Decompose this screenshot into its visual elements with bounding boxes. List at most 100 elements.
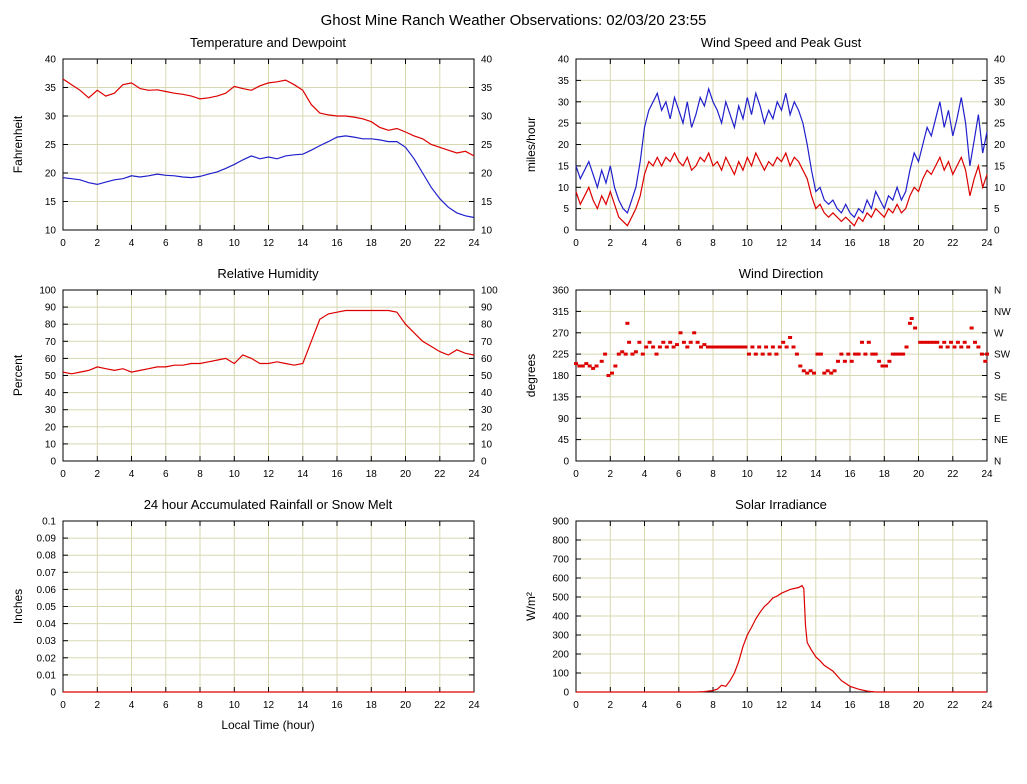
svg-text:0: 0 <box>563 457 569 468</box>
svg-text:22: 22 <box>434 700 446 711</box>
svg-text:0.01: 0.01 <box>36 670 56 681</box>
solar-irradiance-chart: 0 2 4 6 8 10 12 14 16 18 20 22 24 0 100 200 300 400 500 600… <box>518 513 1023 718</box>
svg-text:40: 40 <box>994 55 1006 66</box>
svg-text:2: 2 <box>94 469 100 480</box>
svg-text:900: 900 <box>552 517 569 528</box>
svg-text:W: W <box>994 328 1004 339</box>
svg-text:25: 25 <box>481 140 493 151</box>
chart-svg: 0 2 4 6 8 10 12 14 16 18 20 22 241015202530354010152… <box>11 55 493 250</box>
svg-text:10: 10 <box>228 238 240 249</box>
svg-text:10: 10 <box>228 700 240 711</box>
svg-text:45: 45 <box>557 435 569 446</box>
svg-text:20: 20 <box>912 238 924 249</box>
svg-text:22: 22 <box>434 238 446 249</box>
svg-text:20: 20 <box>994 140 1006 151</box>
panel-humidity: Relative Humidity 0 2 4 6 8 10 12 14 16 18 20 22 24 0… <box>5 266 510 487</box>
svg-text:25: 25 <box>44 140 56 151</box>
svg-text:14: 14 <box>810 469 822 480</box>
svg-text:70: 70 <box>44 337 56 348</box>
svg-text:700: 700 <box>552 555 569 566</box>
svg-text:8: 8 <box>710 700 716 711</box>
svg-text:15: 15 <box>44 197 56 208</box>
svg-text:2: 2 <box>94 238 100 249</box>
rainfall-chart: 0 2 4 6 8 10 12 14 16 18 20 22 24 0 0.01 0.02 0.03 0.04 0.… <box>5 513 510 718</box>
svg-text:Percent: Percent <box>11 354 25 396</box>
svg-text:270: 270 <box>552 328 569 339</box>
svg-text:30: 30 <box>481 405 493 416</box>
charts-grid: Temperature and Dewpoint 0 2 4 6 8 10 12 14 16 18… <box>0 35 1027 732</box>
svg-text:0.03: 0.03 <box>36 636 56 647</box>
svg-text:30: 30 <box>44 112 56 123</box>
svg-text:50: 50 <box>44 371 56 382</box>
svg-text:90: 90 <box>481 303 493 314</box>
svg-text:Fahrenheit: Fahrenheit <box>11 115 25 173</box>
svg-text:E: E <box>994 414 1001 425</box>
svg-text:0: 0 <box>60 700 66 711</box>
chart-svg: 0 2 4 6 8 10 12 14 16 18 20 22 240100200300400500600… <box>524 517 993 712</box>
svg-text:2: 2 <box>607 469 613 480</box>
svg-text:20: 20 <box>481 169 493 180</box>
svg-text:degrees: degrees <box>524 354 538 397</box>
svg-text:225: 225 <box>552 350 569 361</box>
page-title: Ghost Mine Ranch Weather Observations: 0… <box>320 12 707 29</box>
svg-text:0: 0 <box>563 226 569 237</box>
svg-text:12: 12 <box>262 469 274 480</box>
svg-text:16: 16 <box>844 469 856 480</box>
svg-text:0: 0 <box>994 226 1000 237</box>
svg-text:25: 25 <box>557 119 569 130</box>
svg-text:4: 4 <box>128 700 134 711</box>
svg-text:0.02: 0.02 <box>36 653 56 664</box>
panel-wind-speed: Wind Speed and Peak Gust 0 2 4 6 8 10 12 14 16 18… <box>518 35 1023 256</box>
svg-text:4: 4 <box>128 469 134 480</box>
chart-title-wind-speed: Wind Speed and Peak Gust <box>700 35 862 50</box>
svg-text:0: 0 <box>481 457 487 468</box>
svg-text:20: 20 <box>44 422 56 433</box>
svg-text:0: 0 <box>573 700 579 711</box>
svg-text:10: 10 <box>557 183 569 194</box>
svg-text:10: 10 <box>44 226 56 237</box>
svg-text:16: 16 <box>844 238 856 249</box>
svg-text:0: 0 <box>50 688 56 699</box>
svg-text:100: 100 <box>552 669 569 680</box>
panel-solar: Solar Irradiance 0 2 4 6 8 10 12 14 16 18 20 22 24 0 1… <box>518 497 1023 732</box>
svg-text:20: 20 <box>44 169 56 180</box>
svg-text:10: 10 <box>741 469 753 480</box>
svg-text:2: 2 <box>607 238 613 249</box>
svg-text:10: 10 <box>228 469 240 480</box>
chart-svg: 0 2 4 6 8 10 12 14 16 18 20 22 240102030405060708090… <box>11 286 498 481</box>
chart-title-rainfall: 24 hour Accumulated Rainfall or Snow Mel… <box>143 497 393 512</box>
svg-text:22: 22 <box>947 238 959 249</box>
svg-text:90: 90 <box>44 303 56 314</box>
svg-text:8: 8 <box>710 238 716 249</box>
svg-text:5: 5 <box>563 204 569 215</box>
wind-direction-chart: 0 2 4 6 8 10 12 14 16 18 20 22 24 0 45 90 135 180 225 270 31… <box>518 282 1023 487</box>
svg-text:12: 12 <box>262 700 274 711</box>
svg-text:100: 100 <box>481 286 498 297</box>
svg-text:SE: SE <box>994 392 1008 403</box>
svg-text:60: 60 <box>481 354 493 365</box>
svg-text:180: 180 <box>552 371 569 382</box>
svg-text:4: 4 <box>128 238 134 249</box>
svg-text:miles/hour: miles/hour <box>524 117 538 172</box>
svg-text:12: 12 <box>775 469 787 480</box>
svg-text:20: 20 <box>481 422 493 433</box>
svg-text:24: 24 <box>468 238 480 249</box>
svg-text:14: 14 <box>297 700 309 711</box>
temperature-dewpoint-chart: 0 2 4 6 8 10 12 14 16 18 20 22 24 10 15 20 25 30 35 40 10 15 2… <box>5 51 510 256</box>
svg-text:15: 15 <box>481 197 493 208</box>
svg-text:24: 24 <box>981 238 993 249</box>
svg-text:80: 80 <box>481 320 493 331</box>
svg-text:40: 40 <box>481 388 493 399</box>
svg-text:0.09: 0.09 <box>36 534 56 545</box>
chart-title-wind-direction: Wind Direction <box>738 266 824 281</box>
svg-text:18: 18 <box>365 700 377 711</box>
svg-text:12: 12 <box>775 238 787 249</box>
svg-text:0.1: 0.1 <box>42 517 56 528</box>
svg-text:40: 40 <box>481 55 493 66</box>
svg-text:8: 8 <box>197 238 203 249</box>
svg-text:6: 6 <box>163 469 169 480</box>
svg-text:10: 10 <box>481 439 493 450</box>
svg-text:14: 14 <box>297 469 309 480</box>
svg-text:18: 18 <box>878 469 890 480</box>
svg-text:80: 80 <box>44 320 56 331</box>
